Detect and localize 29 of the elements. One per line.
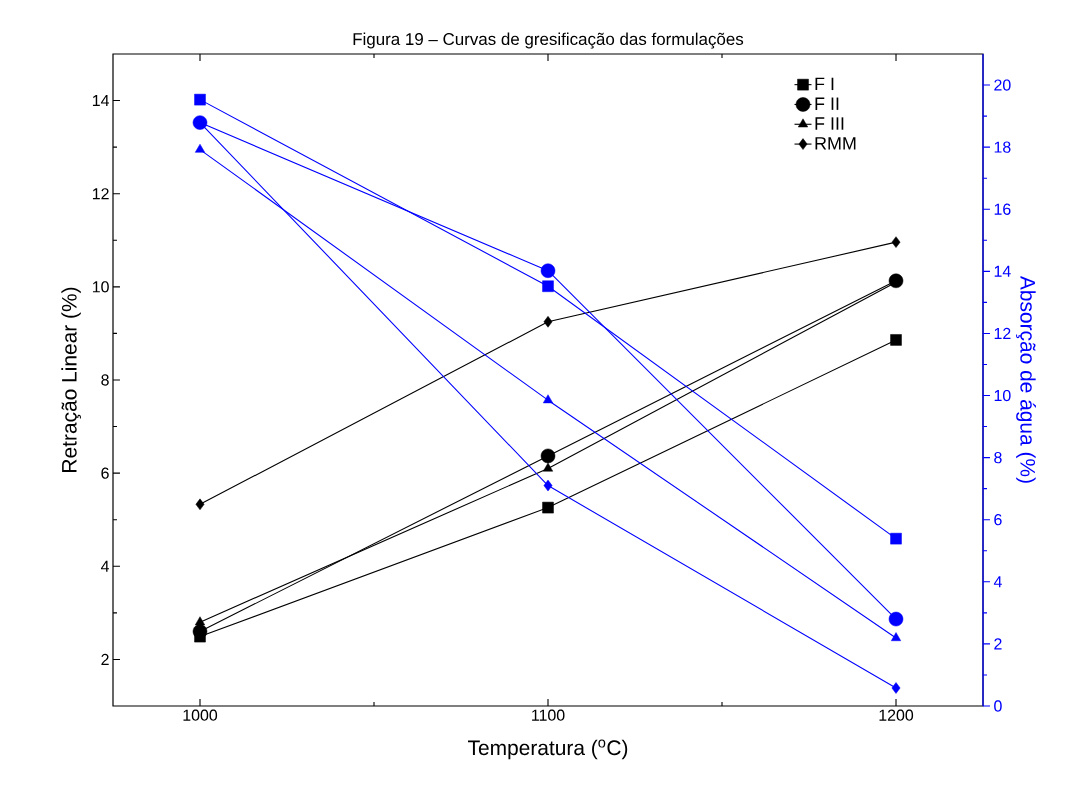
y2-tick-label: 2 [994, 638, 1002, 650]
y2-tick-label: 14 [994, 265, 1011, 277]
legend-label: F I [815, 77, 834, 91]
y-tick-label: 14 [92, 95, 109, 107]
y2-axis-title: Absorção de água (%) [1016, 275, 1036, 483]
y2-tick-label: 8 [994, 451, 1002, 464]
y-tick-label: 4 [100, 560, 110, 572]
x-tick-label: 1000 [183, 709, 218, 721]
y2-tick-label: 10 [994, 389, 1011, 402]
y2-tick-label: 4 [993, 576, 1002, 588]
y-tick-label: 2 [101, 653, 109, 665]
y2-tick-label: 6 [994, 514, 1002, 526]
legend-label: F III [815, 117, 844, 130]
chart-title: Figura 19 – Curvas de gresificação das formulações [353, 32, 744, 49]
y-tick-label: 10 [92, 281, 109, 293]
y2-tick-label: 16 [994, 203, 1011, 215]
y-tick-label: 8 [101, 374, 109, 386]
y2-tick-label: 12 [994, 327, 1011, 339]
y2-tick-label: 20 [994, 79, 1011, 91]
legend-label: F II [815, 97, 839, 110]
x-axis-title: Temperatura ($^{o}$C) [468, 739, 628, 760]
y2-tick-label: 0 [994, 700, 1002, 712]
y-tick-label: 6 [101, 467, 109, 479]
legend-label: RMM [815, 137, 856, 150]
x-tick-label: 1100 [532, 709, 565, 721]
y2-tick-label: 18 [994, 141, 1011, 153]
x-tick-label: 1200 [879, 709, 914, 721]
y-tick-label: 12 [92, 188, 109, 200]
y-axis-title: Retração Linear (%) [61, 287, 81, 472]
